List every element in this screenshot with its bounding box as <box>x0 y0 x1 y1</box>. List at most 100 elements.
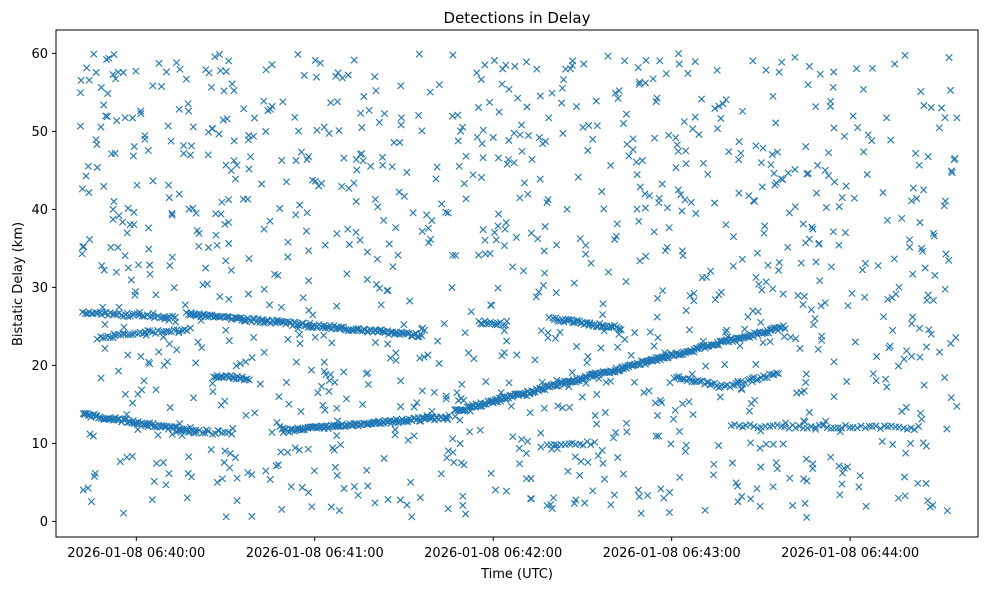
detection-point <box>763 373 771 381</box>
detection-point <box>461 329 469 337</box>
detection-point <box>737 149 745 157</box>
detection-point <box>464 349 473 357</box>
detection-point <box>201 429 209 437</box>
detection-point <box>448 283 456 292</box>
detection-point <box>745 192 753 200</box>
detection-point <box>397 114 405 122</box>
detection-point <box>121 390 129 398</box>
detection-point <box>133 420 141 428</box>
detection-point <box>204 427 212 435</box>
detection-point <box>154 431 162 439</box>
detection-point <box>734 498 742 506</box>
detection-point <box>206 311 214 319</box>
detection-point <box>345 240 353 249</box>
detection-point <box>535 133 543 142</box>
detection-point <box>600 205 608 213</box>
detection-point <box>221 220 229 228</box>
detection-point <box>518 147 526 155</box>
detection-point <box>212 231 220 239</box>
detection-point <box>492 486 500 494</box>
detection-point <box>633 205 641 213</box>
detection-point <box>556 328 564 336</box>
detection-point <box>415 111 423 119</box>
detection-point <box>524 131 533 140</box>
detection-point <box>226 464 234 472</box>
detection-point <box>444 209 452 217</box>
detection-point <box>320 331 328 339</box>
detection-point <box>916 218 924 227</box>
detection-point <box>338 74 346 82</box>
detection-point <box>403 501 411 509</box>
detection-point <box>167 137 175 145</box>
detection-point <box>674 147 682 155</box>
detection-point <box>917 88 925 96</box>
detection-point <box>320 123 328 131</box>
detection-point <box>291 113 299 121</box>
detection-point <box>494 319 502 328</box>
detection-point <box>772 369 781 377</box>
detection-point <box>804 169 812 178</box>
detection-point <box>311 333 319 341</box>
detection-point <box>124 351 132 359</box>
detection-point <box>568 368 576 376</box>
detection-point <box>385 240 393 248</box>
detection-point <box>243 375 251 383</box>
detection-point <box>357 109 365 117</box>
detection-point <box>433 163 441 171</box>
detection-point <box>316 59 324 67</box>
detection-point <box>665 224 673 232</box>
detection-point <box>397 377 405 385</box>
detection-point <box>716 393 724 401</box>
detection-point <box>629 135 637 143</box>
detection-point <box>518 435 526 443</box>
detection-point <box>645 192 654 200</box>
detection-point <box>650 342 658 350</box>
detection-point <box>671 406 679 414</box>
detection-point <box>435 81 443 89</box>
detection-point <box>100 182 108 190</box>
detection-point <box>924 291 932 299</box>
detection-point <box>268 428 276 436</box>
detection-point <box>268 61 276 69</box>
detection-point <box>282 178 291 186</box>
detection-point <box>408 513 416 521</box>
detection-point <box>879 313 888 321</box>
detection-point <box>120 323 128 331</box>
detection-point <box>457 459 465 467</box>
detection-point <box>242 411 250 419</box>
detection-point <box>181 325 189 333</box>
detection-point <box>294 321 302 329</box>
detection-point <box>914 479 922 487</box>
detection-point <box>774 370 783 378</box>
detection-point <box>749 57 757 65</box>
detection-point <box>931 271 939 279</box>
detection-point <box>391 426 399 434</box>
detection-point <box>205 69 213 77</box>
detection-point <box>589 487 597 495</box>
detection-point <box>449 435 457 443</box>
detection-point <box>769 92 777 100</box>
detection-point <box>397 121 405 129</box>
detection-point <box>321 241 329 249</box>
detection-point <box>632 158 640 166</box>
detection-point <box>732 479 740 487</box>
x-tick-label: 2026-01-08 06:41:00 <box>246 546 384 561</box>
detection-point <box>176 65 184 73</box>
detection-point <box>119 68 127 77</box>
detection-point <box>352 197 360 206</box>
detection-point <box>162 68 170 76</box>
detection-point <box>659 287 667 295</box>
detection-point <box>692 209 700 218</box>
detection-point <box>494 154 503 162</box>
detection-point <box>747 495 755 503</box>
detection-point <box>752 273 760 281</box>
detection-point <box>768 371 776 379</box>
detection-point <box>802 370 810 378</box>
detection-point <box>922 479 930 488</box>
detection-point <box>85 188 93 197</box>
detection-point <box>260 97 268 105</box>
detection-point <box>858 266 867 274</box>
detection-point <box>101 344 109 352</box>
detection-point <box>682 441 690 449</box>
detection-point <box>830 393 838 401</box>
